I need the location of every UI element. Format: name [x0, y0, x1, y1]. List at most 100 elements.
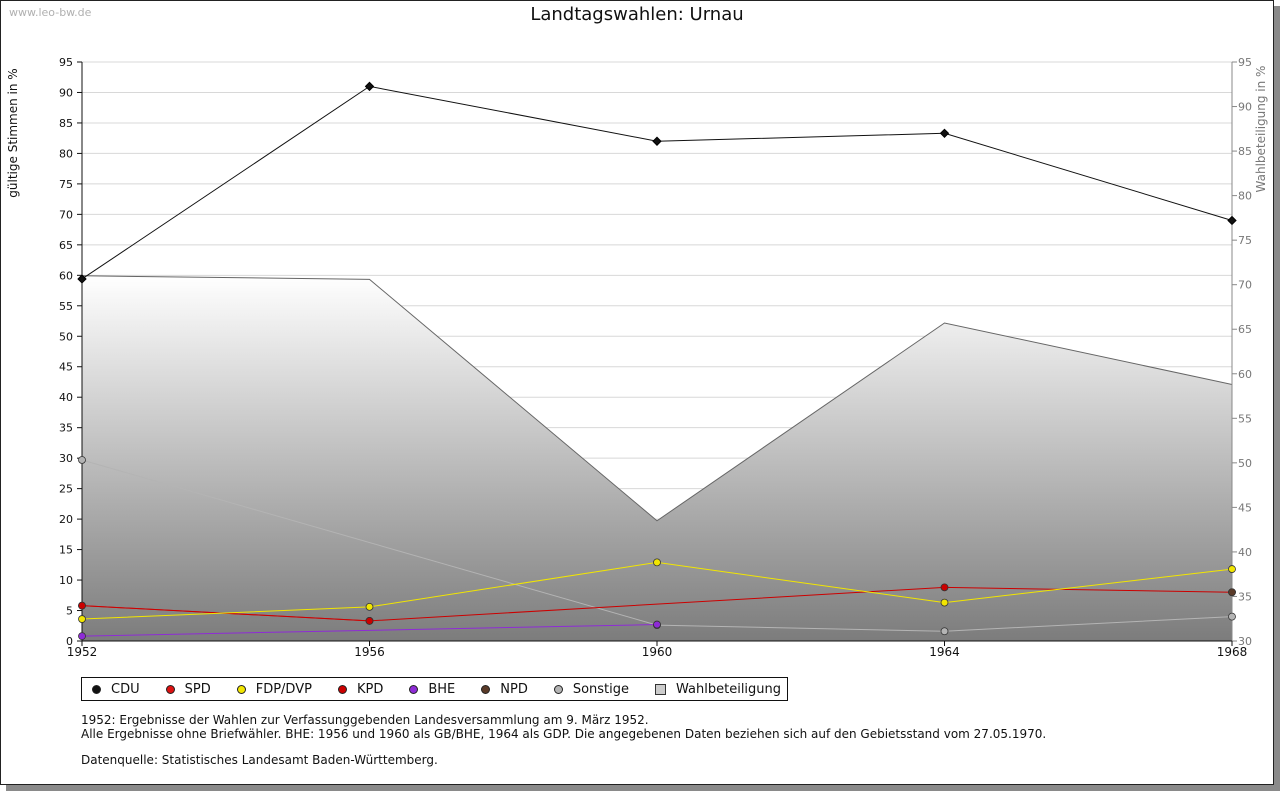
y2-tick-label: 35 [1238, 590, 1252, 603]
legend-swatch [165, 684, 175, 694]
legend-label: CDU [111, 681, 140, 697]
x-tick-label: 1956 [354, 645, 385, 659]
series-line-bhe [81, 624, 658, 637]
turnout-area [82, 275, 1232, 641]
y-tick-label: 15 [59, 544, 73, 557]
data-point-cdu [1227, 215, 1237, 226]
data-point-fdpdvp [365, 602, 374, 611]
y2-tick-label: 50 [1238, 457, 1252, 470]
legend-item-spd: SPD [160, 682, 211, 697]
legend-item-npd: NPD [475, 682, 528, 697]
legend-label: SPD [184, 681, 211, 697]
y2-tick-label: 45 [1238, 501, 1252, 514]
legend-swatch [337, 684, 347, 694]
data-point-fdpdvp [940, 598, 949, 607]
legend-item-cdu: CDU [86, 682, 140, 697]
legend-swatch [409, 684, 419, 694]
legend-swatch [92, 684, 101, 694]
data-point-npd [1228, 588, 1236, 597]
y-tick-label: 0 [66, 635, 73, 648]
y-tick-label: 95 [59, 56, 73, 69]
legend-label: NPD [500, 681, 528, 697]
y2-tick-label: 90 [1238, 101, 1252, 114]
legend-label: FDP/DVP [255, 681, 312, 697]
y2-tick-label: 55 [1238, 412, 1252, 425]
x-tick-label: 1952 [67, 645, 98, 659]
legend-label: Sonstige [572, 681, 630, 697]
turnout-area-layer [81, 275, 1233, 641]
axes: 0 5 10 15 20 25 30 35 40 45 50 55 60 65 70 75 80 85 90 95 30… [59, 56, 1252, 659]
y-tick-label: 30 [59, 452, 73, 465]
legend-item-wahlbeteiligung: Wahlbeteiligung [649, 682, 781, 697]
y-axis-label: gültige Stimmen in % [6, 68, 20, 197]
y2-tick-label: 40 [1238, 546, 1252, 559]
y-tick-label: 65 [59, 239, 73, 252]
data-source: Datenquelle: Statistisches Landesamt Bad… [81, 753, 438, 767]
data-point-sonstige [78, 456, 86, 464]
chart-title: Landtagswahlen: Urnau [530, 4, 744, 25]
y2-tick-label: 80 [1238, 190, 1252, 203]
data-point-cdu [652, 136, 662, 146]
legend-item-sonstige: Sonstige [548, 682, 629, 697]
y2-tick-label: 95 [1238, 56, 1252, 69]
y2-tick-label: 30 [1238, 635, 1252, 648]
data-point-cdu [77, 274, 87, 284]
x-tick-label: 1964 [929, 645, 960, 659]
series-layer [77, 81, 1237, 641]
legend-swatch [236, 684, 246, 694]
data-point-fdpdvp [653, 558, 661, 567]
y-tick-label: 85 [59, 117, 73, 130]
data-point-kpd [365, 616, 374, 625]
legend-swatch [481, 684, 491, 694]
y-tick-label: 90 [59, 86, 73, 99]
x-tick-label: 1968 [1217, 645, 1248, 659]
legend-swatch [553, 684, 563, 694]
legend-item-kpd: KPD [332, 682, 383, 697]
y-tick-label: 40 [59, 391, 73, 404]
turnout-line [81, 275, 1233, 522]
legend: CDU SPD FDP/DVP KPD BHE NPD Sonstige Wahlbeteil… [81, 677, 789, 701]
y-tick-label: 70 [59, 208, 73, 221]
x-tick-label: 1960 [642, 645, 673, 659]
data-point-fdpdvp [1228, 565, 1236, 573]
data-point-cdu [939, 128, 950, 139]
data-point-kpd [78, 601, 86, 610]
footnote-1952: 1952: Ergebnisse der Wahlen zur Verfassu… [81, 713, 649, 727]
y2-axis-label: Wahlbeteiligung in % [1254, 66, 1268, 193]
data-point-fdpdvp [78, 615, 86, 623]
y-tick-label: 10 [59, 574, 73, 587]
legend-item-fdpdvp: FDP/DVP [231, 682, 312, 697]
y-tick-label: 20 [59, 513, 73, 526]
y-tick-label: 50 [59, 330, 73, 343]
series-line-sonstige [81, 459, 1233, 632]
legend-item-bhe: BHE [403, 682, 455, 697]
y-tick-label: 35 [59, 422, 73, 435]
y2-tick-label: 65 [1238, 323, 1252, 336]
y-tick-label: 80 [59, 147, 73, 160]
y2-tick-label: 85 [1238, 145, 1252, 158]
watermark: www.leo-bw.de [9, 6, 92, 19]
y2-tick-label: 70 [1238, 279, 1252, 292]
footnote-general: Alle Ergebnisse ohne Briefwähler. BHE: 1… [81, 727, 1047, 741]
legend-label: Wahlbeteiligung [676, 681, 782, 697]
data-point-bhe [78, 632, 86, 641]
data-point-sonstige [940, 627, 949, 636]
legend-swatch [655, 683, 667, 695]
y-tick-label: 60 [59, 269, 73, 282]
series-line-cdu [81, 85, 1233, 280]
legend-label: BHE [428, 681, 456, 697]
y2-tick-label: 75 [1238, 234, 1252, 247]
data-point-sonstige [1228, 612, 1236, 621]
y-tick-label: 5 [66, 605, 73, 618]
footnotes: 1952: Ergebnisse der Wahlen zur Verfassu… [81, 713, 1046, 767]
y-tick-label: 75 [59, 178, 73, 191]
data-point-cdu [364, 81, 375, 92]
y2-tick-label: 60 [1238, 368, 1252, 381]
y-tick-label: 55 [59, 300, 73, 313]
data-point-bhe [653, 620, 661, 629]
data-point-kpd [940, 583, 949, 592]
y-tick-label: 25 [59, 483, 73, 496]
legend-label: KPD [356, 681, 384, 697]
chart-svg: 0 5 10 15 20 25 30 35 40 45 50 55 60 65 70 75 80 85 90 95 30… [6, 56, 1268, 659]
